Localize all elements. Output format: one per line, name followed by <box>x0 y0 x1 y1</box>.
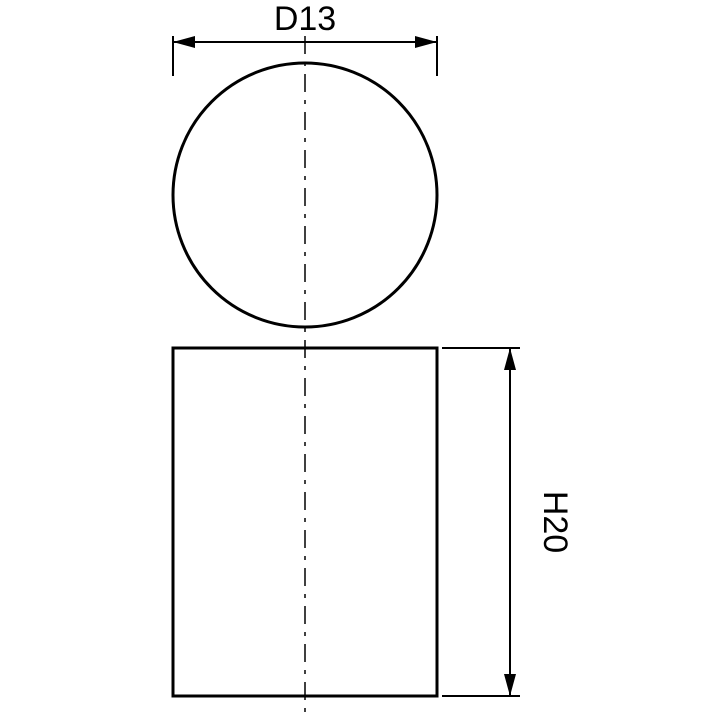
dimension-height: H20 <box>442 348 574 696</box>
dimension-diameter-label: D13 <box>274 0 336 38</box>
dimension-height-label: H20 <box>536 491 574 553</box>
technical-drawing: D13 H20 <box>0 0 720 720</box>
